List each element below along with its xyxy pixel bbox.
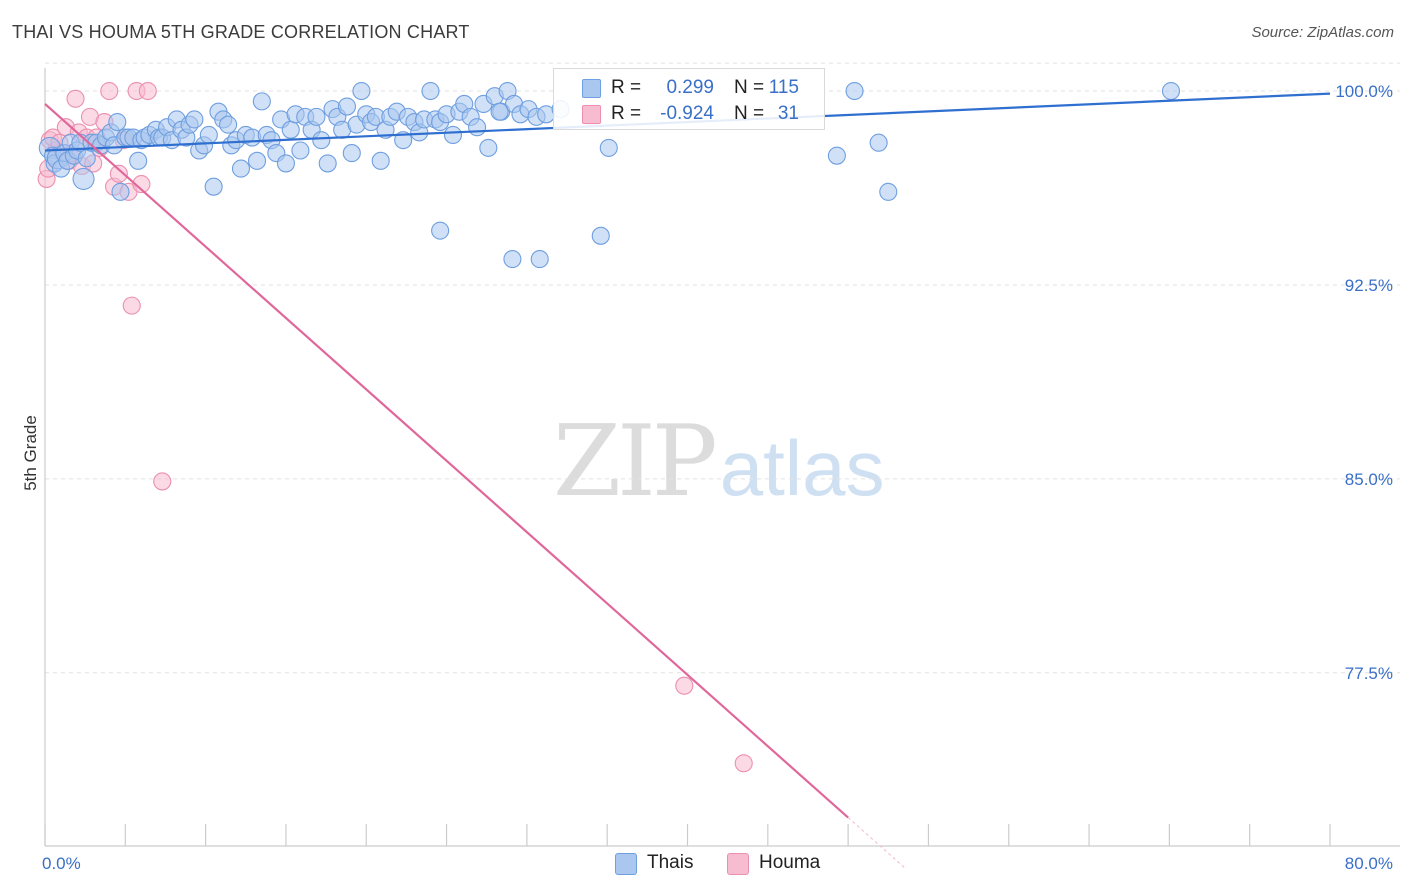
houma-point bbox=[66, 89, 85, 108]
thais-point bbox=[111, 182, 130, 201]
thais-point bbox=[281, 120, 300, 139]
thais-point bbox=[204, 177, 223, 196]
thais-point bbox=[185, 110, 204, 129]
legend-row-thais: R = 0.299 N = 115 bbox=[554, 75, 824, 101]
thais-point bbox=[443, 125, 463, 145]
watermark-zip: ZIP bbox=[553, 405, 718, 519]
thais-point bbox=[342, 144, 361, 163]
thais-point bbox=[371, 151, 390, 170]
thais-point bbox=[845, 81, 864, 101]
y-tick-label: 92.5% bbox=[1345, 276, 1393, 295]
thais-point bbox=[530, 250, 549, 269]
thais-point bbox=[827, 146, 846, 165]
thais-point bbox=[869, 133, 888, 152]
x-tick-label: 80.0% bbox=[1345, 854, 1393, 873]
thais-point bbox=[479, 138, 498, 157]
x-tick-label: 0.0% bbox=[42, 854, 81, 873]
houma-point bbox=[675, 676, 694, 695]
thais-point bbox=[199, 125, 218, 145]
thais-point bbox=[108, 113, 127, 132]
legend-label-thais: Thais bbox=[647, 852, 694, 873]
houma-point bbox=[109, 164, 128, 183]
legend-r-value: -0.924 bbox=[660, 103, 714, 124]
trend-layer bbox=[44, 92, 1331, 870]
legend-n-label: N = bbox=[734, 103, 765, 124]
thais-point bbox=[219, 115, 238, 134]
thais-point bbox=[307, 107, 326, 126]
houma-points bbox=[37, 81, 753, 773]
houma-trend-extension bbox=[847, 817, 907, 870]
thais-point bbox=[421, 81, 440, 101]
watermark: ZIPatlas bbox=[553, 405, 885, 519]
label-layer: 77.5% 85.0% 92.5% 100.0% 0.0% 80.0% 5th Grade bbox=[21, 82, 1393, 873]
y-tick-label: 85.0% bbox=[1345, 470, 1393, 489]
thais-point bbox=[231, 159, 251, 178]
houma-point bbox=[138, 81, 157, 101]
thais-point bbox=[291, 141, 310, 160]
houma-point bbox=[132, 175, 151, 194]
thais-swatch-icon bbox=[582, 79, 601, 98]
houma-legend-icon bbox=[727, 853, 749, 875]
thais-point bbox=[1161, 81, 1181, 101]
legend-row-houma: R = -0.924 N = 31 bbox=[554, 101, 824, 127]
houma-point bbox=[100, 81, 119, 101]
y-tick-label: 100.0% bbox=[1335, 82, 1393, 101]
axis-layer bbox=[44, 68, 1400, 847]
thais-point bbox=[129, 151, 148, 170]
houma-swatch-icon bbox=[582, 105, 601, 124]
thais-point bbox=[77, 149, 96, 168]
thais-point bbox=[352, 81, 371, 101]
houma-point bbox=[153, 472, 172, 491]
grid-layer bbox=[45, 62, 1400, 674]
legend-label-houma: Houma bbox=[759, 852, 821, 873]
series-legend: Thais Houma bbox=[0, 851, 1406, 877]
thais-point bbox=[468, 118, 487, 137]
y-axis-label: 5th Grade bbox=[21, 415, 40, 491]
houma-point bbox=[122, 296, 141, 315]
thais-point bbox=[276, 154, 295, 173]
thais-point bbox=[431, 221, 450, 240]
thais-legend-icon bbox=[615, 853, 637, 875]
legend-r-label: R = bbox=[611, 77, 642, 98]
thais-point bbox=[72, 167, 95, 190]
houma-trend-line bbox=[44, 103, 849, 819]
houma-point bbox=[734, 754, 753, 773]
legend-r-value: 0.299 bbox=[666, 77, 714, 98]
legend-r-label: R = bbox=[611, 103, 642, 124]
watermark-atlas: atlas bbox=[719, 424, 885, 512]
thais-point bbox=[503, 250, 522, 269]
thais-point bbox=[337, 97, 357, 116]
thais-point bbox=[879, 182, 898, 201]
chart-title: THAI VS HOUMA 5TH GRADE CORRELATION CHAR… bbox=[12, 22, 470, 42]
thais-point bbox=[252, 92, 271, 111]
legend-n-value: 31 bbox=[777, 103, 799, 124]
y-tick-label: 77.5% bbox=[1345, 664, 1393, 683]
thais-point bbox=[599, 138, 618, 157]
thais-point bbox=[247, 151, 267, 170]
legend-n-value: 115 bbox=[768, 77, 799, 98]
thais-point bbox=[318, 154, 337, 173]
thais-point bbox=[591, 226, 610, 245]
thais-point bbox=[490, 102, 509, 121]
chart-source: Source: ZipAtlas.com bbox=[1251, 24, 1394, 41]
correlation-legend: R = 0.299 N = 115 R = -0.924 N = 31 bbox=[553, 68, 825, 130]
legend-n-label: N = bbox=[734, 77, 765, 98]
thais-point bbox=[312, 131, 331, 150]
